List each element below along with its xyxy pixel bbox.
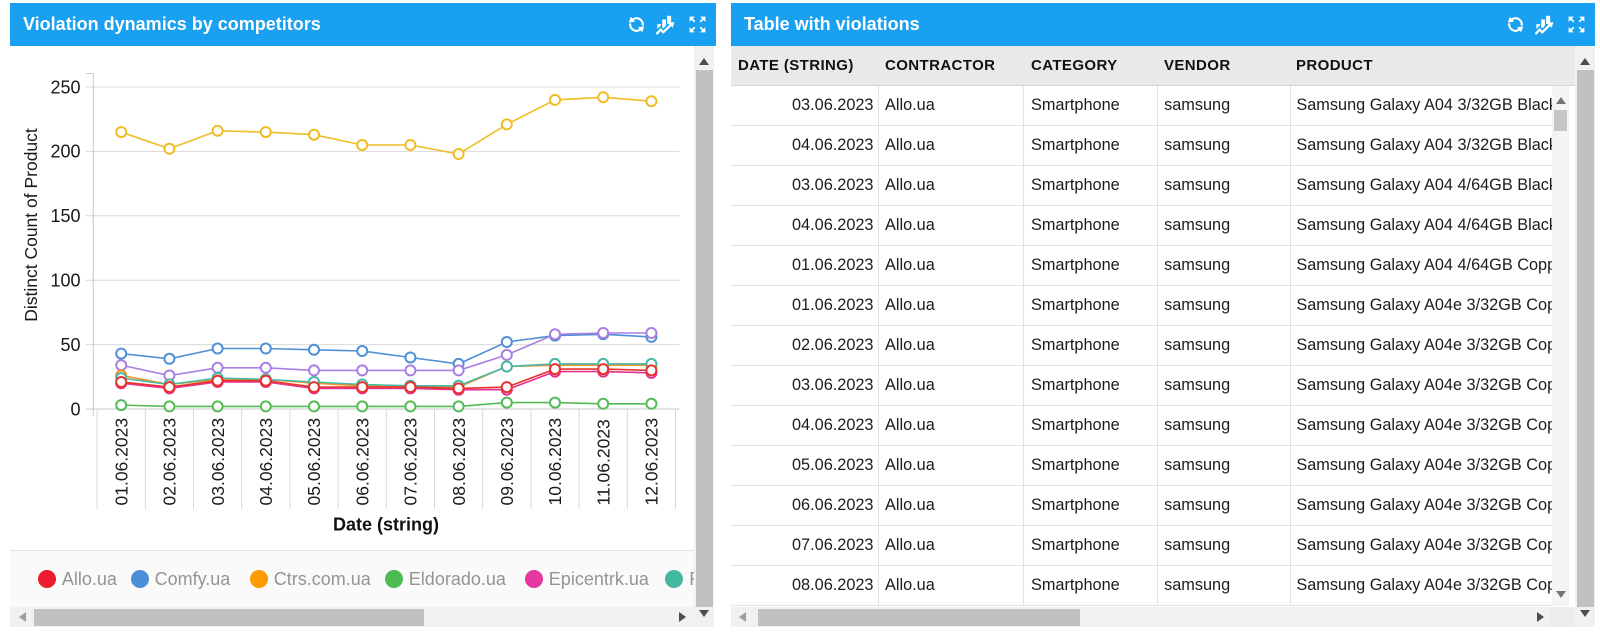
svg-text:Distinct Count of Product: Distinct Count of Product	[21, 128, 41, 322]
svg-text:50: 50	[60, 335, 80, 355]
svg-text:150: 150	[50, 206, 80, 226]
svg-text:08.06.2023: 08.06.2023	[449, 418, 469, 506]
svg-text:250: 250	[50, 77, 80, 97]
svg-text:06.06.2023: 06.06.2023	[352, 418, 372, 506]
svg-text:10.06.2023: 10.06.2023	[545, 418, 565, 506]
svg-text:07.06.2023: 07.06.2023	[401, 418, 421, 506]
svg-text:01.06.2023: 01.06.2023	[111, 418, 131, 506]
svg-text:200: 200	[50, 142, 80, 162]
svg-text:12.06.2023: 12.06.2023	[642, 418, 662, 506]
svg-text:0: 0	[70, 399, 80, 419]
svg-text:04.06.2023: 04.06.2023	[256, 418, 276, 506]
svg-text:100: 100	[50, 271, 80, 291]
svg-text:09.06.2023: 09.06.2023	[497, 418, 517, 506]
svg-text:05.06.2023: 05.06.2023	[304, 418, 324, 506]
svg-text:11.06.2023: 11.06.2023	[593, 419, 613, 505]
svg-text:02.06.2023: 02.06.2023	[160, 418, 180, 506]
svg-text:03.06.2023: 03.06.2023	[208, 418, 228, 506]
svg-text:Date (string): Date (string)	[333, 515, 439, 535]
